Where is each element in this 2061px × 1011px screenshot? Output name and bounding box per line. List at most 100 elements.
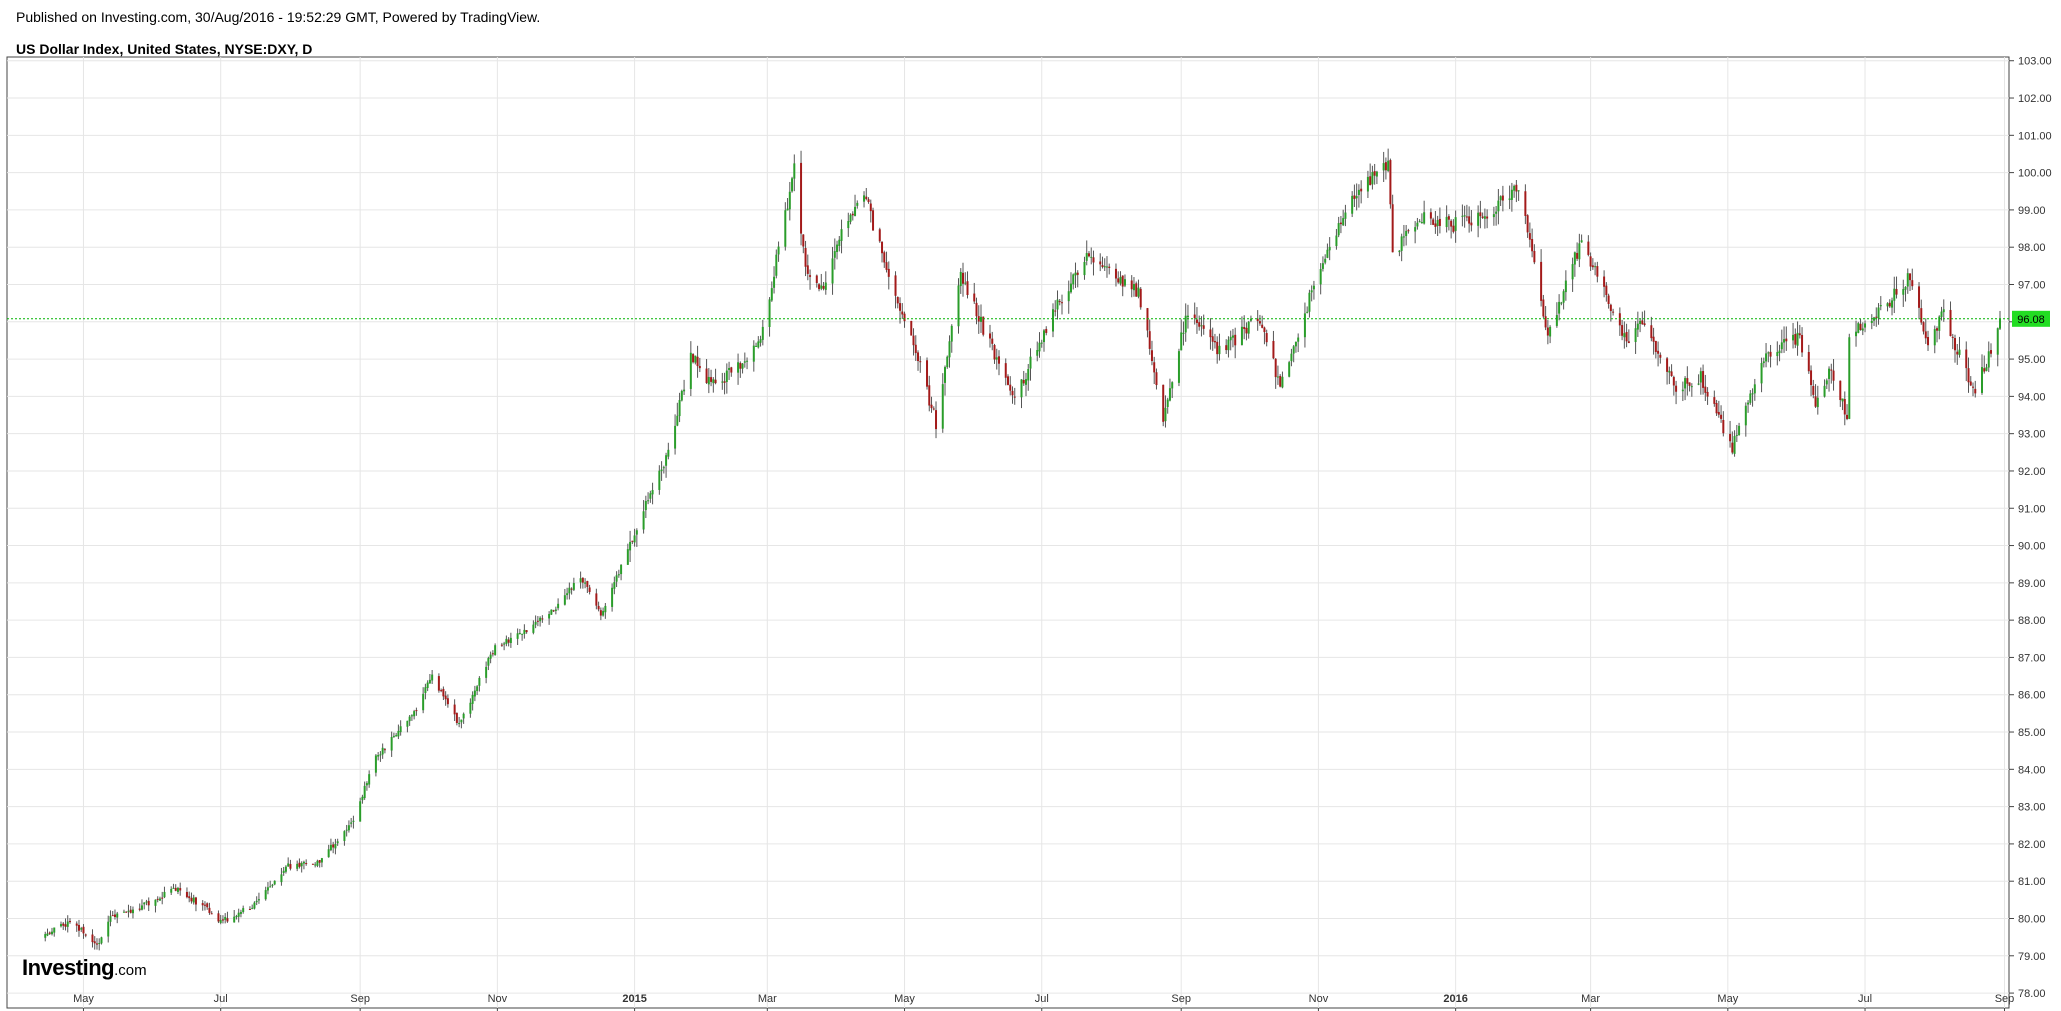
candle-body <box>1562 291 1565 303</box>
candle-body <box>903 313 906 322</box>
candle <box>872 207 875 231</box>
candle-body <box>80 928 83 930</box>
candle-body <box>1202 325 1205 329</box>
candle <box>305 859 308 866</box>
candle <box>1533 244 1536 265</box>
candle-body <box>140 905 143 910</box>
candle-body <box>1357 189 1360 195</box>
candle <box>1830 363 1833 384</box>
candle <box>287 857 290 867</box>
candle <box>1760 357 1763 393</box>
candle-body <box>1668 370 1671 373</box>
candle-body <box>977 316 980 322</box>
candle-body <box>1243 327 1246 330</box>
candle-body <box>714 379 717 384</box>
candle <box>667 442 670 460</box>
candle <box>1954 334 1957 363</box>
candle-body <box>1528 233 1531 240</box>
candle-body <box>172 887 175 889</box>
candle-body <box>392 735 395 737</box>
candle <box>1531 228 1534 258</box>
candle-body <box>1479 212 1482 217</box>
candle-body <box>1087 253 1090 257</box>
candle-body <box>1103 266 1106 268</box>
candle-body <box>773 276 776 288</box>
candle-body <box>1792 334 1795 341</box>
candle-body <box>1918 286 1921 308</box>
x-tick-label: May <box>894 993 915 1005</box>
candle-body <box>642 511 645 530</box>
candle-body <box>1407 230 1410 232</box>
candle <box>363 781 366 800</box>
candle-body <box>1623 333 1626 338</box>
candle <box>1924 318 1927 344</box>
y-tick-label: 93.00 <box>2018 429 2046 441</box>
candle <box>737 353 740 385</box>
candle-body <box>343 831 346 841</box>
y-tick-label: 82.00 <box>2018 839 2046 851</box>
candle-body <box>849 214 852 222</box>
candle-body <box>878 229 881 242</box>
candle-body <box>1555 315 1558 326</box>
candle <box>410 714 413 721</box>
candle <box>1166 397 1169 414</box>
candle <box>1481 212 1484 219</box>
candle-body <box>930 404 933 409</box>
candle-body <box>424 687 427 694</box>
candle <box>1290 348 1293 367</box>
x-tick-label: Sep <box>1995 993 2015 1005</box>
candle-body <box>1839 380 1842 401</box>
candle-body <box>1573 252 1576 265</box>
candle-body <box>730 367 733 373</box>
candle <box>1713 390 1716 407</box>
candle <box>1749 390 1752 405</box>
candle-body <box>1654 340 1657 352</box>
candle <box>1792 322 1795 349</box>
candle <box>631 540 634 545</box>
x-tick-label: 2015 <box>622 993 646 1005</box>
candle-body <box>768 299 771 328</box>
candle-body <box>822 285 825 289</box>
candle <box>300 861 303 873</box>
candle <box>269 880 272 888</box>
candle-body <box>743 361 746 363</box>
candle <box>818 283 821 292</box>
candle-body <box>1999 318 2002 329</box>
candle-body <box>1580 240 1583 243</box>
candle-body <box>1751 393 1754 395</box>
candle <box>127 904 130 918</box>
candle-body <box>1029 356 1032 369</box>
candle-body <box>302 861 305 864</box>
candle-body <box>1954 338 1957 351</box>
candle <box>75 921 78 932</box>
candle-body <box>399 726 402 733</box>
candle <box>1765 343 1768 368</box>
candle-body <box>1886 303 1889 307</box>
candle-body <box>710 377 713 382</box>
candle <box>1715 399 1718 416</box>
candle-body <box>446 698 449 705</box>
candle <box>311 863 314 865</box>
candle-body <box>1265 333 1268 343</box>
candle-body <box>264 890 267 900</box>
candle-body <box>611 587 614 607</box>
candle <box>791 176 794 193</box>
candle <box>1108 263 1111 275</box>
candle-body <box>804 247 807 267</box>
candle <box>552 609 555 613</box>
candle-body <box>784 210 787 247</box>
candle-body <box>131 909 134 914</box>
candle-body <box>728 367 731 371</box>
candle <box>1641 311 1644 325</box>
candle-body <box>1072 274 1075 285</box>
candle-body <box>350 822 353 824</box>
candle-body <box>1371 171 1374 185</box>
candle-body <box>415 710 418 712</box>
candle-body <box>1951 336 1954 338</box>
candle <box>176 886 179 895</box>
candle-body <box>1627 341 1630 344</box>
x-tick-label: Jul <box>1035 993 1049 1005</box>
candle <box>1461 204 1464 227</box>
candle <box>343 830 346 846</box>
